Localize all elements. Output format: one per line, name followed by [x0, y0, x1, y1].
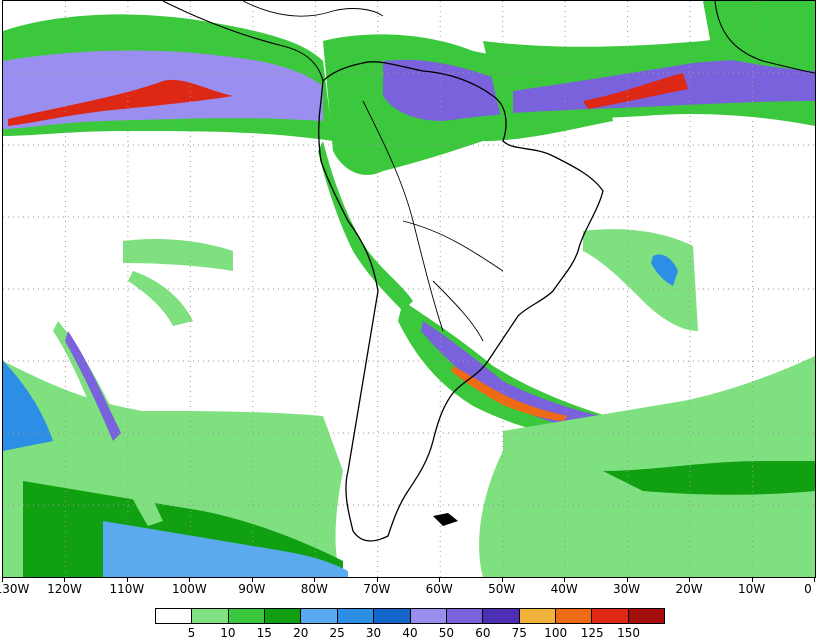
colorbar-box-9: [483, 609, 520, 623]
colorbar-label: 15: [256, 626, 272, 640]
coastline-south-america: [318, 61, 604, 542]
precip-cells-subtropical-atlantic-blue: [651, 254, 678, 286]
colorbar-box-7: [410, 609, 447, 623]
colorbar-box-2: [228, 609, 266, 623]
longitude-label: 80W: [300, 582, 328, 596]
precip-region-south-pacific-blue: [103, 521, 348, 577]
colorbar-label: 100: [544, 626, 568, 640]
map-canvas: [3, 1, 815, 577]
longitude-label: 40W: [550, 582, 578, 596]
precipitation-fields: [3, 1, 815, 577]
colorbar-box-10: [519, 609, 556, 623]
longitude-label: 110W: [109, 582, 145, 596]
longitude-label: 90W: [238, 582, 266, 596]
longitude-tick: [251, 578, 253, 582]
colorbar-box-11: [555, 609, 593, 623]
colorbar-labels: 5 10 15 20 25 30 40 50 60 75 100 125 150: [155, 626, 665, 640]
longitude-axis: 130W 120W 110W 100W 90W 80W 70W 60W 50W 40W 30W 20W…: [0, 578, 816, 598]
longitude-tick: [814, 578, 815, 582]
colorbar-label: 125: [580, 626, 604, 640]
coastline-africa: [714, 1, 815, 74]
precip-cells-subtropical-atlantic: [583, 229, 698, 331]
precip-strip-andes: [318, 141, 413, 311]
longitude-tick: [126, 578, 128, 582]
longitude-label: 30W: [613, 582, 641, 596]
longitude-tick: [751, 578, 753, 582]
colorbar: [155, 608, 665, 624]
colorbar-box-0: [156, 609, 193, 623]
coastlines-and-borders: [162, 1, 815, 542]
colorbar-label: 75: [511, 626, 527, 640]
longitude-label: 20W: [675, 582, 703, 596]
lat-lon-grid: [3, 1, 815, 577]
precip-region-west-edge: [3, 361, 53, 451]
longitude-tick: [439, 578, 441, 582]
colorbar-label: 25: [329, 626, 345, 640]
precipitation-map: [2, 0, 816, 578]
border-internal-1: [362, 100, 444, 332]
colorbar-box-1: [192, 609, 229, 623]
colorbar-label: 50: [438, 626, 455, 640]
longitude-label: 100W: [171, 582, 207, 596]
coastline-falklands: [433, 513, 458, 526]
longitude-tick: [626, 578, 628, 582]
precip-cells-subtropical-pacific: [123, 239, 233, 271]
longitude-tick: [64, 578, 66, 582]
longitude-tick: [376, 578, 378, 582]
colorbar-box-12: [592, 609, 629, 623]
colorbar-box-5: [337, 609, 375, 623]
precip-cells-subtropical-pacific-2: [128, 271, 193, 326]
colorbar-label: 20: [293, 626, 309, 640]
colorbar-box-4: [301, 609, 338, 623]
precip-core-itcz-atlantic: [583, 73, 688, 109]
longitude-tick: [501, 578, 503, 582]
border-internal-3: [432, 280, 484, 342]
precip-region-south-atlantic-dark: [603, 461, 815, 495]
precip-core-itcz-pacific: [8, 79, 233, 126]
longitude-label: 0: [804, 582, 812, 596]
colorbar-box-8: [446, 609, 484, 623]
colorbar-label: 60: [475, 626, 491, 640]
colorbar-box-13: [628, 609, 665, 623]
colorbar-label: 40: [402, 626, 418, 640]
longitude-label: 50W: [488, 582, 516, 596]
colorbar-label: 150: [617, 626, 641, 640]
longitude-tick: [314, 578, 316, 582]
longitude-tick: [689, 578, 691, 582]
longitude-tick: [189, 578, 191, 582]
precip-region-africa: [703, 1, 815, 71]
border-internal-2: [402, 220, 504, 272]
longitude-label: 120W: [47, 582, 82, 596]
colorbar-label: 30: [365, 626, 382, 640]
longitude-label: 130W: [0, 582, 30, 596]
precip-band-pacific-front-inner: [65, 331, 121, 441]
longitude-tick: [2, 578, 3, 582]
colorbar-label: 10: [220, 626, 236, 640]
coastline-central-america: [162, 1, 324, 82]
longitude-label: 60W: [425, 582, 453, 596]
colorbar-box-6: [374, 609, 411, 623]
colorbar-box-3: [265, 609, 302, 623]
precip-band-south-atlantic-orange: [451, 366, 568, 421]
longitude-label: 70W: [363, 582, 391, 596]
coastline-caribbean: [242, 1, 384, 17]
longitude-label: 10W: [737, 582, 766, 596]
precip-region-south-atlantic: [479, 356, 815, 577]
longitude-tick: [564, 578, 566, 582]
colorbar-label: 5: [187, 626, 196, 640]
